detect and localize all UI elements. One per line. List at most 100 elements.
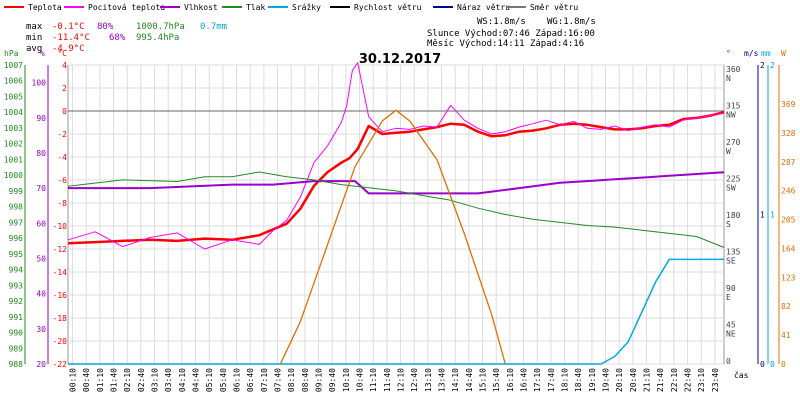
dir-tick-label: 0 [726,357,731,366]
dir-axis-label: ° [726,49,731,58]
hpa-tick-label: 990 [9,329,24,338]
hpa-tick-label: 992 [9,297,24,306]
pct-tick-label: 90 [36,114,46,123]
series-line [67,171,725,248]
x-tick-label: 19:40 [602,368,611,392]
stat-avg-label: avg [26,44,42,54]
x-tick-label: 00:40 [82,368,91,392]
w-tick-label: 82 [781,302,791,311]
x-tick-label: 14:40 [465,368,474,392]
series-line [279,109,506,365]
w-tick-label: 328 [781,129,796,138]
x-tick-label: 02:10 [123,368,132,392]
temp-axis-label: °C [57,49,67,58]
temp-tick-label: 2 [62,84,67,93]
series-line [67,110,725,245]
series-line [68,171,725,195]
hpa-axis-label: hPa [4,49,19,58]
hpa-tick-label: 996 [9,234,24,243]
temp-tick-label: -8 [57,199,67,208]
stat-min-hum: 68% [109,33,126,43]
stat-min-label: min [26,33,42,43]
x-tick-label: 09:10 [315,368,324,392]
x-tick-label: 06:10 [233,368,242,392]
x-tick-label: 13:10 [424,368,433,392]
dir-tick-label: E [726,293,731,302]
x-tick-label: 11:10 [369,368,378,392]
x-tick-label: 12:10 [397,368,406,392]
x-tick-label: 13:40 [438,368,447,392]
temp-tick-label: -12 [53,245,68,254]
dir-tick-label: 135 [726,248,741,257]
dir-tick-label: NE [726,330,736,339]
dir-tick-label: 225 [726,175,741,184]
hpa-tick-label: 998 [9,203,24,212]
x-tick-label: 21:10 [643,368,652,392]
temp-tick-label: -20 [53,337,68,346]
dir-tick-label: S [726,220,731,229]
x-tick-label: 23:40 [711,368,720,392]
info-ws: WS:1.8m/s [477,17,526,27]
hpa-tick-label: 1004 [4,108,23,117]
pct-tick-label: 80 [36,149,46,158]
x-tick-label: 22:10 [670,368,679,392]
dir-tick-label: SE [726,257,736,266]
temp-tick-label: -2 [57,130,67,139]
hpa-tick-label: 988 [9,360,24,369]
w-tick-label: 369 [781,100,796,109]
stats-block: max -0.1°C 80% 1000.7hPa 0.7mm min -11.4… [26,22,227,54]
x-tick-label: 17:10 [533,368,542,392]
temp-tick-label: -10 [53,222,68,231]
x-tick-label: 16:40 [520,368,529,392]
temp-tick-label: -6 [57,176,67,185]
stat-min-press: 995.4hPa [136,33,179,43]
series-line [67,62,725,250]
x-tick-label: 14:10 [451,368,460,392]
hpa-tick-label: 997 [9,218,24,227]
legend: Teplota Pocitová teplota Vlhkost Tlak Srážky… [4,3,578,12]
hpa-tick-label: 1003 [4,124,23,133]
plot-area [67,62,725,365]
dir-tick-label: SW [726,184,736,193]
dir-tick-label: 180 [726,211,741,220]
dir-tick-label: 315 [726,102,741,111]
stat-max-temp: -0.1°C [52,22,85,32]
mm-tick-label: 2 [770,61,775,70]
info-sun: Slunce Východ:07:46 Západ:16:00 [427,29,595,39]
x-tick-label: 18:40 [574,368,583,392]
x-tick-label: 22:40 [684,368,693,392]
stat-max-label: max [26,22,43,32]
w-tick-label: 123 [781,273,796,282]
dir-tick-label: NW [726,111,736,120]
x-tick-label: 03:40 [164,368,173,392]
hpa-tick-label: 1000 [4,171,23,180]
x-tick-label: 15:40 [492,368,501,392]
info-block: WS:1.8m/s WG:1.8m/s Slunce Východ:07:46 … [427,17,596,49]
ms-axis-label: m/s [744,49,759,58]
chart-title: 30.12.2017 [359,52,441,67]
x-tick-label: 05:40 [219,368,228,392]
temp-tick-label: 0 [62,107,67,116]
x-tick-label: 18:10 [561,368,570,392]
hpa-tick-label: 989 [9,344,24,353]
temp-tick-label: -4 [57,153,67,162]
x-tick-label: 02:40 [137,368,146,392]
stat-avg-temp: -4.9°C [52,44,85,54]
x-tick-label: 04:10 [178,368,187,392]
x-tick-label: 10:40 [356,368,365,392]
legend-label: Teplota [28,3,62,12]
mm-tick-label: 1 [770,211,775,220]
dir-tick-label: 270 [726,138,741,147]
x-tick-label: 20:10 [615,368,624,392]
x-tick-label: 09:40 [328,368,337,392]
hpa-tick-label: 1005 [4,92,23,101]
hpa-tick-label: 1006 [4,77,23,86]
ms-tick-label: 1 [760,211,765,220]
stat-max-rain: 0.7mm [200,22,227,32]
pct-tick-label: 70 [36,184,46,193]
w-tick-label: 164 [781,244,796,253]
x-tick-label: 07:10 [260,368,269,392]
x-axis-label: čas [734,370,749,380]
stat-min-temp: -11.4°C [52,33,90,43]
